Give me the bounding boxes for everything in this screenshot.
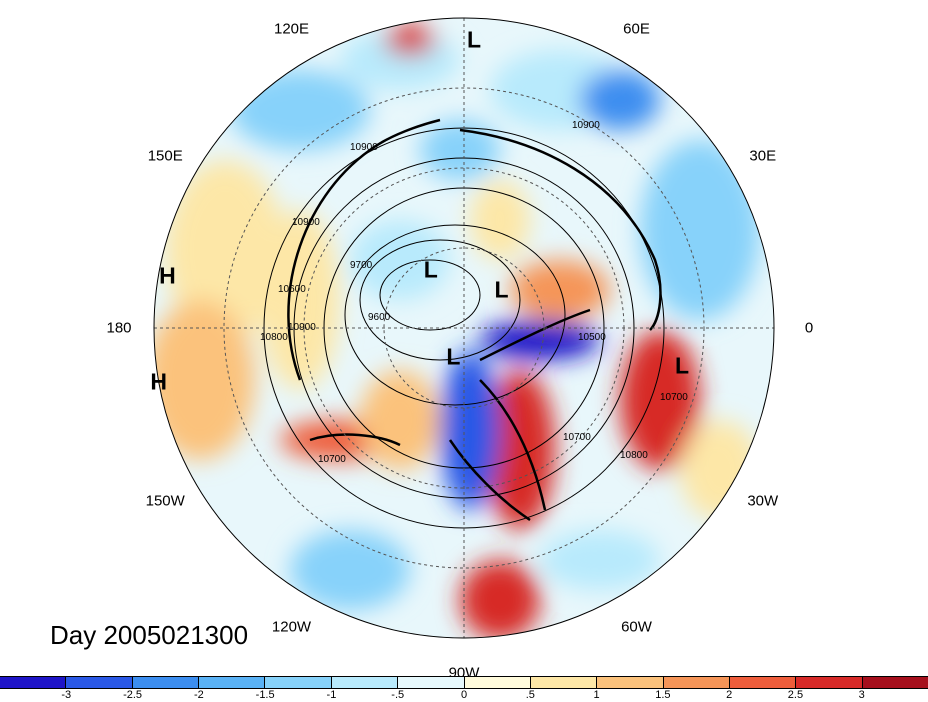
longitude-label: 0 bbox=[804, 319, 814, 337]
colorbar-tick-label: -2.5 bbox=[123, 689, 143, 701]
low-pressure-label: L bbox=[467, 26, 482, 53]
contour-label: 10500 bbox=[578, 332, 606, 343]
colorbar-tick-label: 1.5 bbox=[655, 689, 671, 701]
contour-label: 10900 bbox=[572, 120, 600, 131]
contour-label: 10900 bbox=[292, 217, 320, 228]
high-pressure-label: H bbox=[159, 262, 176, 289]
graticule bbox=[154, 18, 774, 638]
colorbar-tick-label: 0 bbox=[460, 689, 468, 701]
colorbar-segment bbox=[398, 677, 465, 688]
longitude-label: 60W bbox=[621, 618, 652, 636]
contour-label: 10800 bbox=[620, 450, 648, 461]
colorbar-segment bbox=[265, 677, 332, 688]
colorbar bbox=[0, 676, 928, 689]
longitude-label: 120W bbox=[271, 618, 312, 636]
longitude-label: 30E bbox=[749, 147, 777, 164]
contour-label: 9600 bbox=[368, 312, 391, 323]
contour-label: 10700 bbox=[660, 392, 688, 403]
colorbar-segment bbox=[729, 677, 797, 688]
jet-stream-contours bbox=[287, 118, 662, 522]
colorbar-tick-label: -1 bbox=[326, 689, 337, 701]
colorbar-segment bbox=[597, 677, 664, 688]
contour-label: 9700 bbox=[350, 260, 373, 271]
longitude-label: 60E bbox=[623, 20, 650, 38]
colorbar-segment bbox=[663, 677, 730, 688]
low-pressure-label: L bbox=[423, 256, 438, 283]
colorbar-segment bbox=[530, 677, 598, 688]
colorbar-segment bbox=[132, 677, 200, 688]
longitude-label: 120E bbox=[273, 20, 310, 38]
contour-label: 10700 bbox=[318, 454, 346, 465]
colorbar-tick-label: -.5 bbox=[391, 689, 405, 701]
map-border bbox=[153, 17, 775, 639]
colorbar-segment bbox=[66, 677, 133, 688]
contour-label: 10800 bbox=[260, 332, 288, 343]
colorbar-tick-label: -2 bbox=[193, 689, 204, 701]
colorbar-tick-label: 2.5 bbox=[787, 689, 804, 701]
colorbar-segment bbox=[862, 677, 928, 688]
contour-label: 10700 bbox=[563, 432, 591, 443]
low-pressure-label: L bbox=[446, 343, 461, 370]
day-title: Day 2005021300 bbox=[50, 620, 249, 650]
low-pressure-label: L bbox=[494, 276, 509, 303]
contour-label: 10900 bbox=[288, 322, 316, 333]
colorbar-tick-label: .5 bbox=[525, 689, 535, 701]
colorbar-segment bbox=[331, 677, 399, 688]
colorbar-tick-label: -1.5 bbox=[255, 689, 275, 701]
contour-label: 10900 bbox=[350, 142, 378, 153]
colorbar-segment bbox=[796, 677, 863, 688]
longitude-label: 180 bbox=[106, 319, 132, 337]
contour-label: 10600 bbox=[278, 284, 306, 295]
colorbar-tick-label: 2 bbox=[726, 689, 733, 701]
high-pressure-label: H bbox=[150, 368, 168, 395]
colorbar-tick-label: 3 bbox=[858, 689, 865, 701]
longitude-label: 150W bbox=[145, 492, 185, 509]
low-pressure-label: L bbox=[675, 352, 690, 379]
longitude-label: 150E bbox=[147, 147, 183, 164]
colorbar-segment bbox=[0, 677, 67, 688]
colorbar-segment bbox=[464, 677, 531, 688]
longitude-label: 30W bbox=[747, 492, 779, 509]
colorbar-tick-label: -3 bbox=[61, 689, 72, 701]
colorbar-tick-label: 1 bbox=[593, 689, 600, 701]
colorbar-segment bbox=[199, 677, 266, 688]
anomaly-field bbox=[154, 25, 760, 638]
